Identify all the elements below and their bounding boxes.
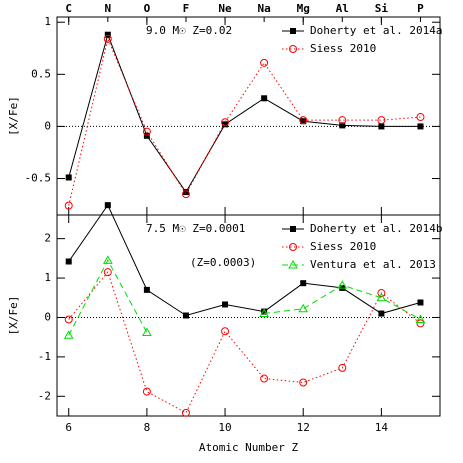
plot-frame — [56, 214, 441, 417]
plot-frame — [56, 16, 441, 216]
marker — [64, 201, 73, 210]
marker — [222, 121, 229, 128]
x2-tick-label: C — [65, 2, 72, 15]
series-line — [68, 33, 421, 194]
x-tick-label: 14 — [375, 421, 389, 434]
x2-tick-label: Si — [375, 2, 389, 15]
marker — [63, 330, 74, 339]
marker — [260, 374, 269, 383]
series-line — [68, 204, 421, 317]
marker — [142, 387, 151, 396]
x2-tick-label: Na — [258, 2, 271, 15]
x2-tick-label: F — [183, 2, 190, 15]
x2-tick-label: Al — [336, 2, 349, 15]
y-tick-label: -1 — [38, 350, 51, 363]
marker — [339, 122, 346, 129]
y-tick-label: 1 — [44, 15, 51, 28]
marker — [142, 327, 152, 336]
legend-label: Siess 2010 — [310, 42, 376, 55]
marker — [182, 189, 189, 196]
marker — [377, 289, 386, 298]
marker — [417, 299, 424, 306]
y-tick-label: 2 — [44, 232, 51, 245]
annotation: (Z=0.0003) — [190, 256, 256, 269]
x-tick-label: 6 — [65, 421, 72, 434]
annotation: 7.5 M☉ Z=0.0001 — [146, 222, 245, 235]
marker — [300, 118, 307, 125]
marker — [377, 116, 386, 125]
marker — [221, 327, 230, 336]
x2-tick-label: Ne — [218, 2, 232, 15]
legend-label: Doherty et al. 2014a — [310, 24, 442, 37]
legend-label: Siess 2010 — [310, 240, 376, 253]
marker — [378, 123, 385, 130]
marker — [338, 363, 347, 372]
marker — [416, 113, 425, 122]
marker — [417, 123, 424, 130]
x-tick-label: 12 — [297, 421, 310, 434]
x-axis-label: Atomic Number Z — [199, 441, 299, 454]
marker — [102, 255, 113, 264]
series-line — [68, 271, 421, 414]
marker — [376, 292, 387, 302]
x2-tick-label: N — [104, 2, 111, 15]
marker — [65, 174, 72, 181]
marker — [143, 132, 150, 139]
y-tick-label: -2 — [38, 389, 51, 402]
marker — [298, 303, 309, 313]
y-tick-label: -0.5 — [25, 172, 52, 185]
series-line — [68, 37, 421, 206]
marker — [181, 190, 190, 199]
legend-label: Ventura et al. 2013 — [310, 258, 436, 271]
marker — [104, 31, 111, 38]
y-tick-label: 0.5 — [31, 67, 51, 80]
legend-marker — [288, 259, 298, 269]
legend-marker — [290, 28, 296, 34]
series-line — [68, 259, 421, 336]
marker — [259, 308, 269, 318]
marker — [103, 34, 112, 43]
y-tick-label: 0 — [44, 119, 51, 132]
marker — [221, 118, 230, 127]
marker — [300, 280, 307, 287]
marker — [64, 315, 73, 324]
marker — [378, 310, 385, 317]
y-axis-label: [X/Fe] — [7, 296, 20, 336]
x-tick-label: 10 — [218, 421, 231, 434]
legend-marker — [289, 45, 297, 53]
annotation: 9.0 M☉ Z=0.02 — [146, 24, 232, 37]
x2-tick-label: P — [417, 2, 424, 15]
marker — [415, 314, 426, 323]
marker — [104, 202, 111, 209]
y-tick-label: 1 — [44, 271, 51, 284]
y-axis-label: [X/Fe] — [7, 96, 20, 136]
legend-label: Doherty et al. 2014b — [310, 222, 442, 235]
marker — [65, 258, 72, 265]
marker — [338, 116, 347, 125]
marker — [182, 312, 189, 319]
x2-tick-label: O — [144, 2, 151, 15]
marker — [260, 58, 269, 67]
legend-marker — [289, 243, 297, 251]
y-tick-label: 0 — [44, 310, 51, 323]
marker — [261, 95, 268, 102]
marker — [181, 408, 190, 417]
marker — [337, 280, 348, 289]
x2-tick-label: Mg — [297, 2, 310, 15]
marker — [299, 378, 308, 387]
marker — [416, 319, 425, 328]
marker — [103, 268, 112, 277]
marker — [299, 116, 308, 125]
x-tick-label: 8 — [144, 421, 151, 434]
legend-marker — [290, 226, 296, 232]
marker — [222, 301, 229, 308]
marker — [143, 286, 150, 293]
marker — [142, 127, 151, 136]
marker — [261, 308, 268, 315]
